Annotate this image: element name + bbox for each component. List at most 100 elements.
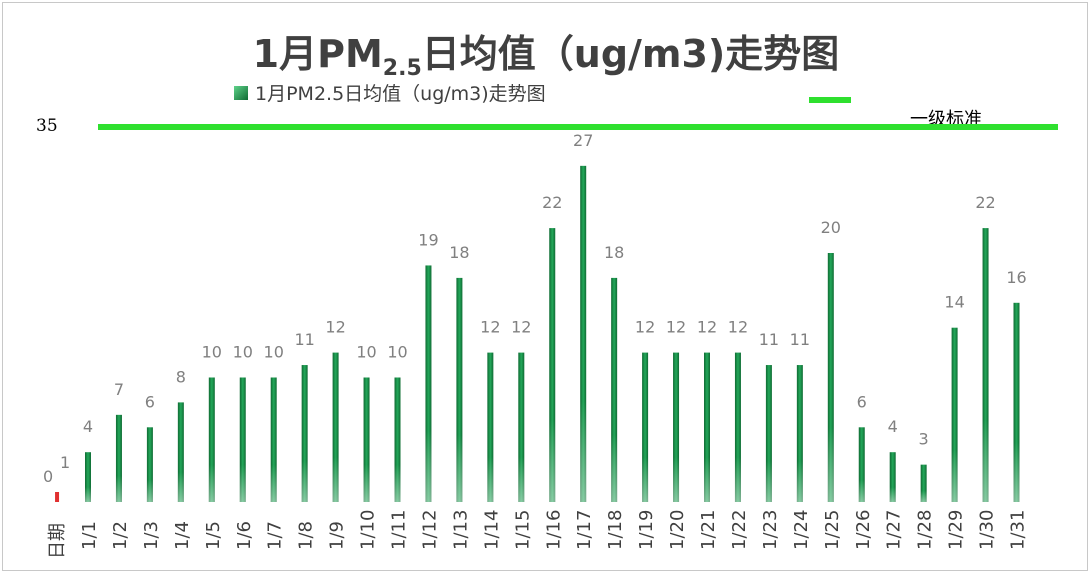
- data-label: 7: [114, 380, 124, 399]
- bar-shade: [704, 352, 710, 502]
- bar-shade: [518, 352, 525, 502]
- bar-shade: [208, 377, 215, 502]
- bar-shade: [889, 452, 896, 502]
- data-label: 10: [264, 343, 284, 362]
- bar-extra: [55, 492, 60, 502]
- category-label: 1/4: [172, 521, 193, 550]
- data-label: 19: [418, 230, 438, 249]
- data-label-stray: 1: [60, 453, 70, 472]
- data-label: 4: [888, 417, 898, 436]
- data-label: 12: [511, 318, 531, 337]
- bar-shade: [456, 277, 463, 502]
- data-label: 11: [759, 330, 779, 349]
- bar-shade: [239, 377, 246, 502]
- category-axis-labels: 日期 1/1 1/2 1/3 1/4 1/5 1/6 1/7 1/8 1/9 1/10 1/11 1/1…: [47, 510, 1028, 559]
- category-label: 1/31: [1008, 510, 1029, 550]
- category-label: 1/3: [141, 521, 162, 550]
- category-label: 1/26: [853, 510, 874, 550]
- category-label: 1/11: [389, 510, 410, 550]
- bar-shade: [642, 352, 649, 502]
- data-label: 10: [202, 343, 222, 362]
- category-label: 1/15: [512, 510, 533, 550]
- data-label: 12: [666, 318, 686, 337]
- category-label: 1/5: [203, 521, 224, 550]
- data-label: 4: [83, 417, 93, 436]
- category-label: 1/16: [543, 510, 564, 550]
- bar-shade: [146, 427, 153, 502]
- category-label: 1/28: [915, 510, 936, 550]
- data-label: 12: [480, 318, 500, 337]
- category-label: 1/9: [327, 521, 348, 550]
- bar-shade: [920, 464, 927, 502]
- data-label: 27: [573, 131, 593, 150]
- category-label: 1/19: [636, 510, 657, 550]
- bar-shade: [177, 402, 184, 502]
- category-label: 1/8: [296, 521, 317, 550]
- category-label: 1/27: [884, 510, 905, 550]
- legend-series-swatch: [234, 86, 248, 100]
- bar-shade: [487, 352, 494, 502]
- bar-shade: [1013, 302, 1020, 502]
- bar-shade: [425, 265, 432, 502]
- data-label: 6: [857, 392, 867, 411]
- category-label: 1/1: [79, 521, 100, 550]
- bar-shade: [270, 377, 277, 502]
- data-label: 20: [821, 218, 841, 237]
- category-label: 1/22: [729, 510, 750, 550]
- data-label-extra: 0: [43, 467, 53, 486]
- data-label: 6: [145, 392, 155, 411]
- category-label: 1/18: [605, 510, 626, 550]
- category-label: 1/12: [419, 510, 440, 550]
- data-label: 22: [542, 193, 562, 212]
- bar-shade: [115, 414, 122, 502]
- data-label: 11: [790, 330, 810, 349]
- bar-shade: [858, 427, 865, 502]
- data-label: 12: [325, 318, 345, 337]
- bar-shade: [982, 228, 989, 502]
- data-label: 12: [635, 318, 655, 337]
- bar-shade: [549, 228, 556, 502]
- reference-line-value: 35: [36, 116, 58, 136]
- bar-shade: [796, 365, 803, 502]
- data-label: 18: [604, 243, 624, 262]
- category-label: 1/24: [791, 510, 812, 550]
- data-label: 22: [975, 193, 995, 212]
- data-label: 10: [387, 343, 407, 362]
- bar-shade: [827, 253, 834, 502]
- data-label: 10: [356, 343, 376, 362]
- chart-title-subscript: 2.5: [383, 56, 422, 81]
- category-label: 1/13: [450, 510, 471, 550]
- chart-title-suffix: 日均值（ug/m3)走势图: [422, 32, 840, 76]
- data-label: 12: [697, 318, 717, 337]
- bar-shade: [363, 377, 370, 502]
- data-label: 11: [294, 330, 314, 349]
- category-label: 1/30: [977, 510, 998, 550]
- category-label-extra: 日期: [47, 523, 68, 559]
- category-label: 1/7: [265, 521, 286, 550]
- data-label: 10: [233, 343, 253, 362]
- category-label: 1/6: [234, 521, 255, 550]
- data-label: 8: [176, 367, 186, 386]
- chart-canvas: 1月PM2.5日均值（ug/m3)走势图 1月PM2.5日均值（ug/m3)走势…: [36, 32, 1058, 559]
- bar-shade: [332, 352, 339, 502]
- category-label: 1/29: [946, 510, 967, 550]
- bar-shade: [734, 352, 741, 502]
- category-label: 1/10: [358, 510, 379, 550]
- bar-shade: [580, 165, 587, 502]
- data-label: 16: [1006, 268, 1026, 287]
- category-label: 1/2: [110, 521, 131, 550]
- bar-shade: [611, 277, 618, 502]
- legend-series-label: 1月PM2.5日均值（ug/m3)走势图: [255, 83, 546, 105]
- bar-shade: [765, 365, 772, 502]
- chart-title-prefix: 1月PM: [253, 32, 383, 76]
- category-label: 1/20: [667, 510, 688, 550]
- category-label: 1/23: [760, 510, 781, 550]
- data-label: 14: [944, 293, 964, 312]
- category-label: 1/14: [481, 510, 502, 550]
- data-label: 12: [728, 318, 748, 337]
- data-label: 3: [919, 430, 929, 449]
- category-label: 1/25: [822, 510, 843, 550]
- bar-shade: [85, 452, 91, 502]
